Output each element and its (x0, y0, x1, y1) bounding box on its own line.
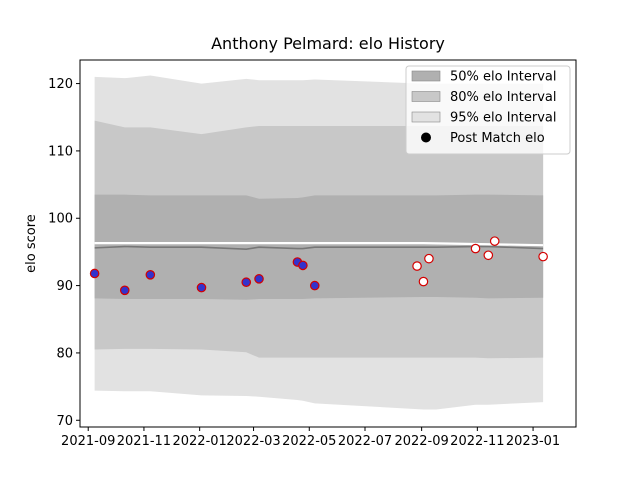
legend-label: 50% elo Interval (450, 70, 557, 85)
post-match-point (241, 277, 252, 288)
x-tick-label: 2022-11 (450, 434, 504, 449)
post-match-point (119, 285, 130, 296)
legend-box (405, 65, 571, 155)
y-tick-label: 70 (56, 414, 73, 429)
x-tick-label: 2022-03 (226, 434, 280, 449)
post-match-point (418, 276, 429, 287)
x-tick-label: 2022-09 (394, 434, 448, 449)
post-match-point (412, 261, 422, 271)
post-match-point (89, 268, 100, 279)
post-match-point (489, 236, 500, 246)
y-tick-label: 110 (48, 144, 73, 159)
x-tick-label: 2022-01 (172, 434, 226, 449)
post-match-point (145, 270, 156, 280)
legend: 50% elo Interval 80% elo Interval 95% elo … (405, 65, 571, 155)
y-tick-label: 120 (48, 77, 73, 92)
post-match-points (89, 236, 548, 296)
post-match-point (470, 243, 481, 254)
post-match-point (254, 274, 264, 284)
legend-swatch (411, 70, 441, 82)
x-tick-label: 2021-09 (61, 434, 115, 449)
legend-label: 80% elo Interval (450, 90, 557, 105)
y-tick-label: 100 (48, 212, 73, 227)
legend-label: Post Match elo (450, 131, 545, 146)
x-axis: 2021-09 2021-11 2022-01 2022-03 2022-05 2022-… (61, 427, 560, 449)
post-match-point (483, 250, 494, 261)
post-match-point (309, 280, 320, 291)
legend-label: 95% elo Interval (450, 111, 557, 126)
post-match-point (424, 253, 434, 264)
chart-title: Anthony Pelmard: elo History (211, 34, 445, 53)
legend-swatch (411, 111, 441, 123)
series-lines (94, 242, 544, 251)
x-tick-label: 2021-11 (117, 434, 171, 449)
post-match-point (298, 260, 308, 271)
y-axis-label: elo score (24, 214, 39, 273)
legend-marker (421, 132, 431, 143)
post-match-point (196, 282, 207, 293)
x-tick-label: 2022-05 (282, 434, 336, 449)
x-tick-label: 2023-01 (506, 434, 560, 449)
y-axis: 70 80 90 100 110 120 (48, 77, 80, 429)
y-tick-label: 80 (56, 346, 73, 361)
legend-swatch (411, 91, 441, 102)
post-match-point (538, 251, 548, 262)
x-tick-label: 2022-07 (338, 434, 392, 449)
mean-elo-line (94, 245, 544, 251)
upper-elo-line (94, 242, 544, 247)
plot-frame (79, 59, 577, 428)
y-tick-label: 90 (56, 279, 73, 294)
